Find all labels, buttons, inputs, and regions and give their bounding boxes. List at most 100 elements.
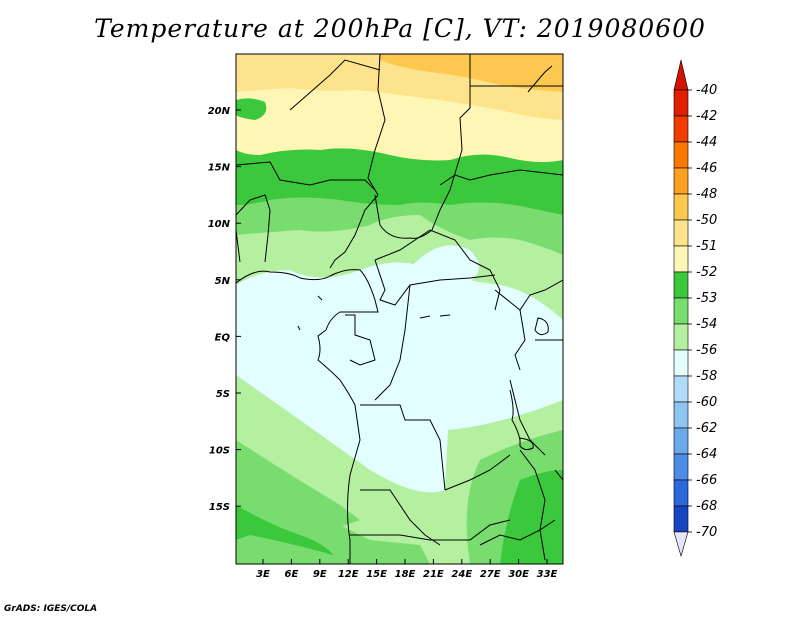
- border-botswana: [350, 519, 511, 541]
- y-tick-label: 15S: [209, 502, 230, 513]
- colorbar-segment: [673, 427, 689, 455]
- colorbar-label: -52: [696, 265, 717, 280]
- border-chad-sudan: [374, 54, 471, 239]
- colorbar-label: -53: [696, 291, 717, 306]
- y-tick-label: 15N: [208, 163, 231, 174]
- island-bioko: [317, 295, 323, 301]
- colorbar-label: -70: [696, 525, 717, 540]
- border-malawi: [519, 449, 546, 561]
- lake-tanganyika: [509, 389, 521, 441]
- x-tick-label: 9E: [313, 569, 327, 580]
- colorbar-label: -64: [696, 447, 717, 462]
- y-tick-label: 10N: [208, 219, 231, 230]
- field-south-52b: [500, 470, 563, 564]
- x-tick-label: 15E: [366, 569, 387, 580]
- lake-mweru: [519, 437, 534, 451]
- x-tick-label: 30E: [508, 569, 529, 580]
- border-nigeria-niger: [236, 161, 376, 191]
- y-axis: 20N 15N 10N 5N EQ 5S 10S 15S: [208, 106, 241, 513]
- colorbar-segment: [673, 271, 689, 299]
- x-tick-label: 18E: [395, 569, 416, 580]
- x-tick-label: 12E: [338, 569, 359, 580]
- temperature-field: [236, 54, 563, 564]
- chart-title: Temperature at 200hPa [C], VT: 201908060…: [94, 14, 706, 43]
- map-frame: [235, 53, 564, 565]
- border-namibia: [360, 489, 441, 546]
- border-togo: [236, 229, 241, 263]
- colorbar-segment: [673, 479, 689, 507]
- colorbar-label: -50: [696, 213, 717, 228]
- country-borders: [236, 54, 563, 564]
- river-congo: [419, 314, 451, 319]
- colorbar-label: -66: [696, 473, 717, 488]
- y-tick-label: 5S: [216, 389, 230, 400]
- colorbar-top-arrow: [673, 59, 689, 91]
- x-tick-label: 33E: [537, 569, 558, 580]
- colorbar-label: -68: [696, 499, 717, 514]
- colorbar-segment: [673, 323, 689, 351]
- colorbar-label: -46: [696, 161, 717, 176]
- colorbar-label: -54: [696, 317, 717, 332]
- colorbar-segment: [673, 245, 689, 273]
- colorbar-label: -42: [696, 109, 717, 124]
- border-niger-chad: [367, 54, 386, 196]
- border-car-congo: [374, 259, 496, 306]
- x-axis: 3E 6E 9E 12E 15E 18E 21E 24E 27E 30E 33E: [256, 559, 558, 580]
- field-north-52-patch: [236, 98, 267, 120]
- x-tick-label: 3E: [256, 569, 270, 580]
- field-south-53d: [236, 535, 350, 564]
- border-benin: [236, 194, 271, 263]
- colorbar-label: -40: [696, 83, 717, 98]
- colorbar-bottom-arrow: [673, 531, 689, 558]
- colorbar-label: -51: [696, 239, 717, 254]
- border-zambia: [444, 454, 511, 491]
- colorbar-segment: [673, 115, 689, 143]
- y-tick-label: 10S: [209, 446, 230, 457]
- border-south-sudan: [494, 279, 563, 311]
- coastline-west: [236, 269, 379, 564]
- lake-victoria: [534, 317, 549, 336]
- colorbar-label: -58: [696, 369, 717, 384]
- field-north-48: [380, 54, 563, 92]
- border-gabon: [345, 314, 376, 366]
- field-north-56-patch: [410, 245, 479, 286]
- border-congo-drc: [374, 284, 411, 401]
- coastline-red-sea: [527, 65, 553, 93]
- border-car: [374, 229, 501, 311]
- colorbar-label: -44: [696, 135, 717, 150]
- grads-credit: GrADS: IGES/COLA: [4, 604, 98, 614]
- colorbar-segment: [673, 453, 689, 481]
- colorbar-segment: [673, 505, 689, 533]
- border-zimbabwe: [479, 519, 556, 546]
- x-tick-label: 27E: [480, 569, 501, 580]
- island-sao-tome: [297, 325, 301, 331]
- border-sudan-north: [439, 169, 563, 186]
- colorbar-segment: [673, 375, 689, 403]
- colorbar-segment: [673, 401, 689, 429]
- x-tick-label: 6E: [285, 569, 299, 580]
- x-tick-label: 21E: [423, 569, 444, 580]
- border-cameroon-nigeria: [329, 194, 379, 269]
- colorbar-segment: [673, 349, 689, 377]
- border-angola-drc: [360, 404, 446, 491]
- colorbar-segment: [673, 193, 689, 221]
- y-tick-label: 20N: [208, 106, 231, 117]
- border-mozambique: [554, 469, 563, 481]
- colorbar-segment: [673, 297, 689, 325]
- x-tick-label: 24E: [451, 569, 472, 580]
- colorbar-label: -56: [696, 343, 717, 358]
- colorbar-label: -60: [696, 395, 717, 410]
- colorbar-segment: [673, 141, 689, 169]
- y-tick-label: 5N: [215, 276, 231, 287]
- colorbar-segment: [673, 167, 689, 195]
- colorbar-legend: -40 -42 -44 -46 -48 -50 -51 -52 -53 -54 -56 -58 -60 -…: [673, 59, 717, 558]
- colorbar-label: -48: [696, 187, 717, 202]
- border-north: [289, 59, 381, 111]
- colorbar-segment: [673, 89, 689, 117]
- y-tick-label: EQ: [215, 332, 231, 343]
- colorbar-label: -62: [696, 421, 717, 436]
- border-uganda: [514, 309, 526, 371]
- colorbar-segment: [673, 219, 689, 247]
